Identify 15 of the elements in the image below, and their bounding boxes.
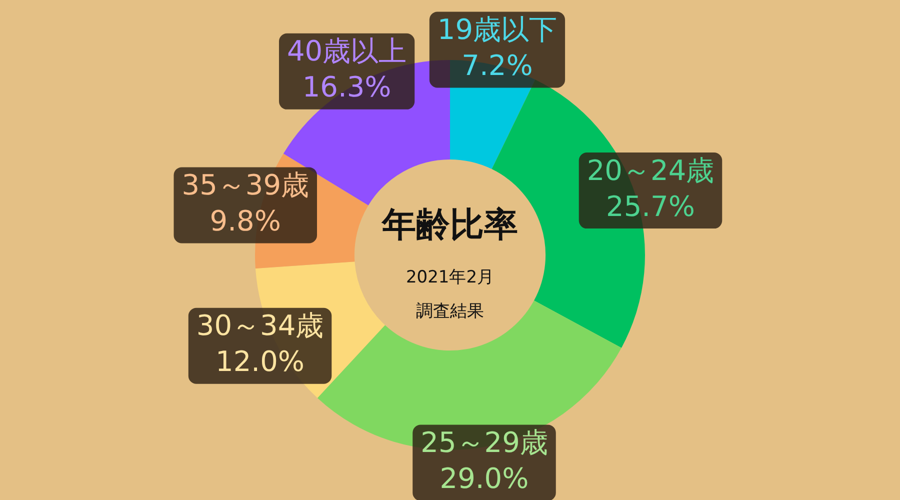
slice-label: 35～39歳 <box>182 168 310 202</box>
data-label: 7.2% <box>462 49 533 82</box>
slice-label: 19歳以下 <box>437 13 558 46</box>
slice-label: 20～24歳 <box>586 154 714 187</box>
slice-label: 25～29歳 <box>420 426 548 460</box>
data-label: 25.7% <box>606 190 695 223</box>
data-label: 9.8% <box>210 204 281 238</box>
data-label: 12.0% <box>216 345 304 378</box>
text: 2021年2月 <box>406 267 494 288</box>
text: 年齢比率 <box>381 204 518 245</box>
slice-label: 30～34歳 <box>196 309 324 342</box>
text: 調査結果 <box>416 301 484 322</box>
slice-label: 40歳以上 <box>286 34 407 68</box>
data-label: 16.3% <box>302 70 392 104</box>
data-label: 29.0% <box>440 462 529 496</box>
